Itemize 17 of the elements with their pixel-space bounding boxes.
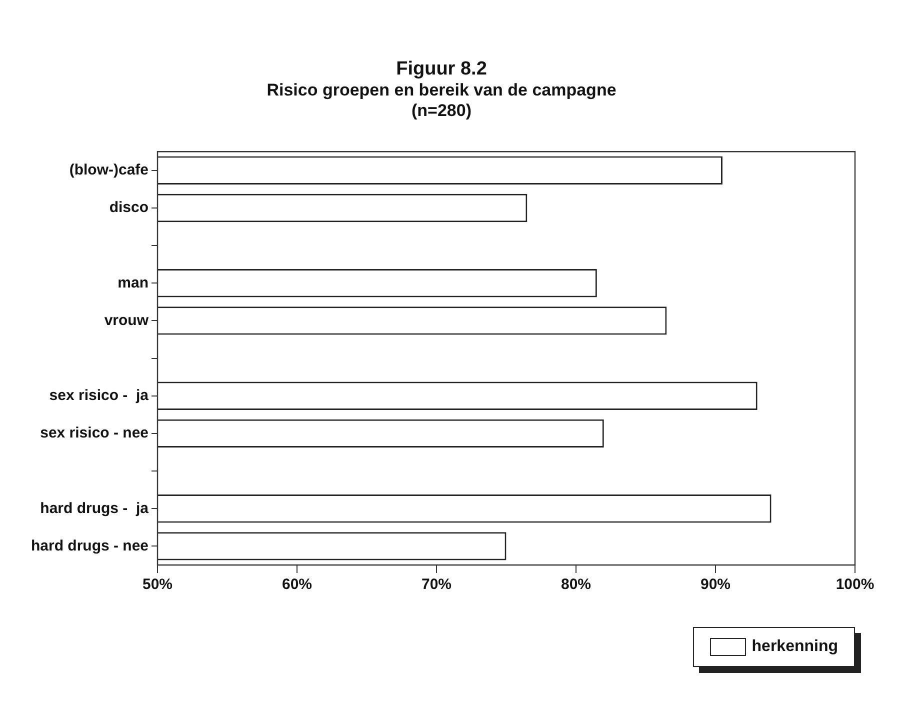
chart-title: Figuur 8.2	[396, 58, 487, 80]
x-tick-label: 80%	[560, 576, 592, 594]
y-tick-label: sex risico - nee	[40, 424, 149, 442]
x-tick-label: 100%	[836, 576, 874, 594]
y-tick-label: hard drugs - ja	[40, 500, 150, 517]
x-tick-label: 90%	[700, 576, 731, 594]
x-tick-label: 60%	[282, 576, 312, 594]
y-tick-label: sex risico - ja	[49, 387, 150, 404]
y-tick-label: disco	[109, 199, 149, 216]
x-tick-label: 70%	[421, 576, 452, 594]
text: (n=280)	[412, 101, 472, 120]
y-tick-label: hard drugs - nee	[30, 537, 149, 554]
x-tick-label: 50%	[142, 576, 173, 594]
chart-subtitle: Risico groepen en bereik van de campagne	[266, 80, 616, 100]
y-tick-label: man	[118, 274, 149, 292]
y-tick-label: vrouw	[104, 312, 149, 329]
y-tick-label: (blow-)cafe	[69, 162, 149, 179]
